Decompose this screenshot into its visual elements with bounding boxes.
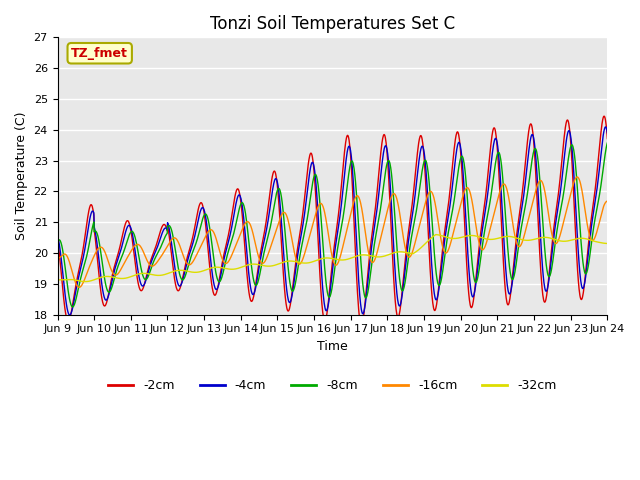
Legend: -2cm, -4cm, -8cm, -16cm, -32cm: -2cm, -4cm, -8cm, -16cm, -32cm <box>103 374 562 397</box>
X-axis label: Time: Time <box>317 340 348 353</box>
Y-axis label: Soil Temperature (C): Soil Temperature (C) <box>15 112 28 240</box>
Text: TZ_fmet: TZ_fmet <box>71 47 128 60</box>
Title: Tonzi Soil Temperatures Set C: Tonzi Soil Temperatures Set C <box>210 15 455 33</box>
